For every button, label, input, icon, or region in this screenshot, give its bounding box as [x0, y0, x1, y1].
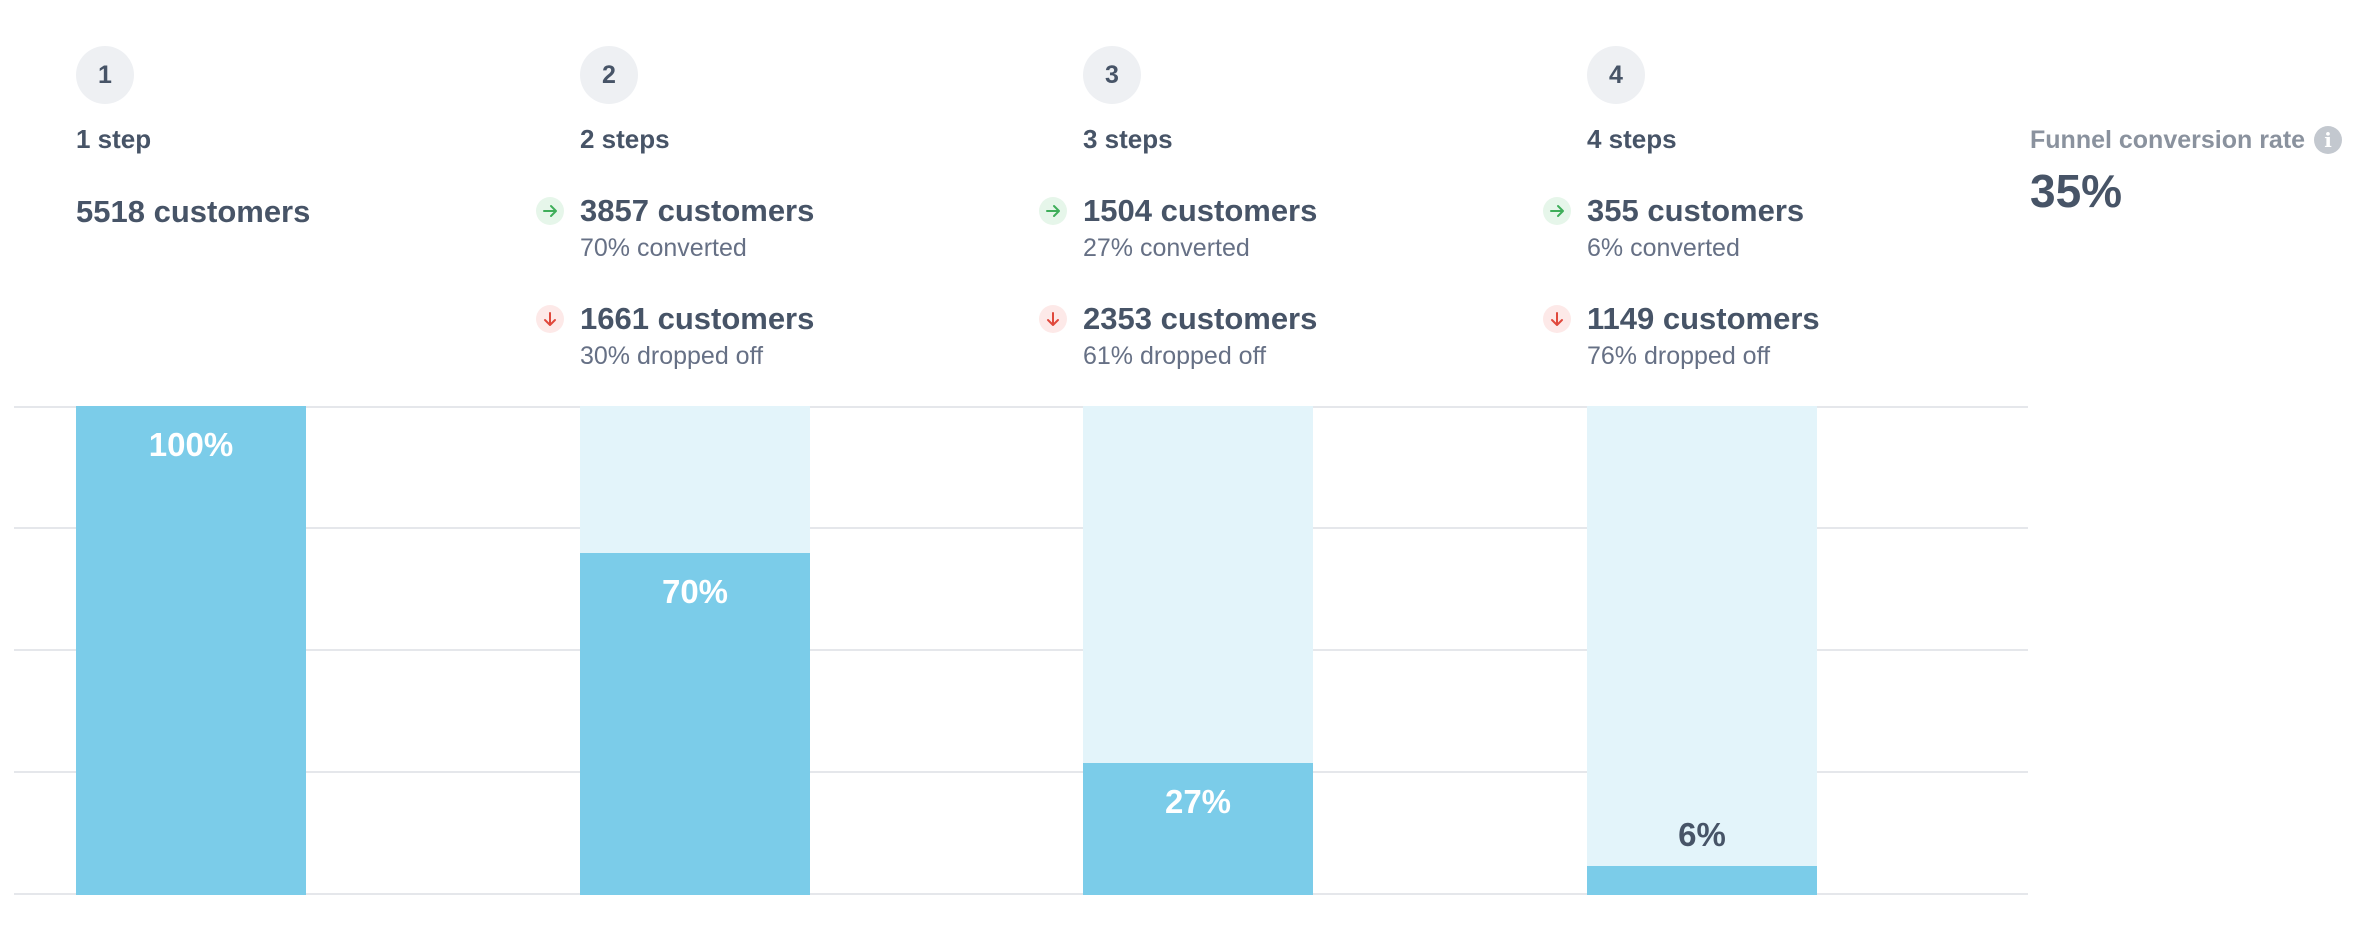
converted-metric: 3857 customers 70% converted [536, 193, 815, 265]
bar-track-step-1: 100% [76, 406, 306, 895]
arrow-right-icon [536, 197, 564, 225]
converted-percent: 27% converted [1083, 234, 1250, 262]
funnel-conversion-value: 35% [2030, 165, 2123, 217]
step-number-badge: 1 [76, 46, 134, 104]
converted-customers: 355 customers [1587, 193, 1805, 228]
step-customers: 5518 customers [76, 194, 311, 229]
bar-label-step-2: 70% [661, 573, 729, 610]
gridline [14, 406, 2028, 408]
funnel-bar-chart: 100% 70% 27% 6% [14, 406, 2028, 895]
step-title: 1 step [76, 124, 152, 154]
arrow-down-icon [536, 305, 564, 333]
arrow-right-icon [1543, 197, 1571, 225]
funnel-conversion-label: Funnel conversion rate [2030, 126, 2306, 154]
bar-step-4[interactable] [1587, 866, 1817, 895]
dropped-customers: 1149 customers [1587, 301, 1820, 336]
converted-metric: 355 customers 6% converted [1543, 193, 1805, 265]
converted-customers: 1504 customers [1083, 193, 1318, 228]
bar-track-step-4: 6% [1587, 406, 1817, 895]
bar-label-step-4: 6% [1678, 816, 1726, 853]
dropped-metric: 2353 customers 61% dropped off [1039, 301, 1318, 373]
converted-percent: 70% converted [580, 234, 747, 262]
dropped-metric: 1149 customers 76% dropped off [1543, 301, 1820, 373]
step-title: 3 steps [1083, 124, 1173, 154]
step-column-2: 2 2 steps 3857 customers 70% converted 1… [536, 0, 1020, 400]
step-number-badge: 2 [580, 46, 638, 104]
converted-percent: 6% converted [1587, 234, 1740, 262]
dropped-customers: 1661 customers [580, 301, 815, 336]
dropped-percent: 76% dropped off [1587, 342, 1771, 370]
arrow-right-icon [1039, 197, 1067, 225]
bar-label-step-1: 100% [148, 426, 234, 463]
step-column-4: 4 4 steps 355 customers 6% converted 114… [1543, 0, 2027, 400]
step-column-1: 1 1 step 5518 customers [76, 0, 516, 400]
bar-step-1[interactable] [76, 406, 306, 895]
bar-track-step-3: 27% [1083, 406, 1313, 895]
arrow-down-icon [1039, 305, 1067, 333]
dropped-percent: 30% dropped off [580, 342, 764, 370]
dropped-customers: 2353 customers [1083, 301, 1318, 336]
bar-step-2[interactable] [580, 553, 810, 895]
arrow-down-icon [1543, 305, 1571, 333]
gridline [14, 649, 2028, 651]
dropped-percent: 61% dropped off [1083, 342, 1267, 370]
step-number-badge: 4 [1587, 46, 1645, 104]
converted-customers: 3857 customers [580, 193, 815, 228]
step-title: 2 steps [580, 124, 670, 154]
step-number-badge: 3 [1083, 46, 1141, 104]
step-title: 4 steps [1587, 124, 1677, 154]
bar-label-step-3: 27% [1164, 783, 1232, 820]
info-icon[interactable]: i [2314, 126, 2342, 154]
gridline [14, 527, 2028, 529]
step-column-3: 3 3 steps 1504 customers 27% converted 2… [1039, 0, 1523, 400]
bar-step-3[interactable] [1083, 763, 1313, 895]
converted-metric: 1504 customers 27% converted [1039, 193, 1318, 265]
bar-track-step-2: 70% [580, 406, 810, 895]
dropped-metric: 1661 customers 30% dropped off [536, 301, 815, 373]
gridline [14, 893, 2028, 895]
gridline [14, 771, 2028, 773]
